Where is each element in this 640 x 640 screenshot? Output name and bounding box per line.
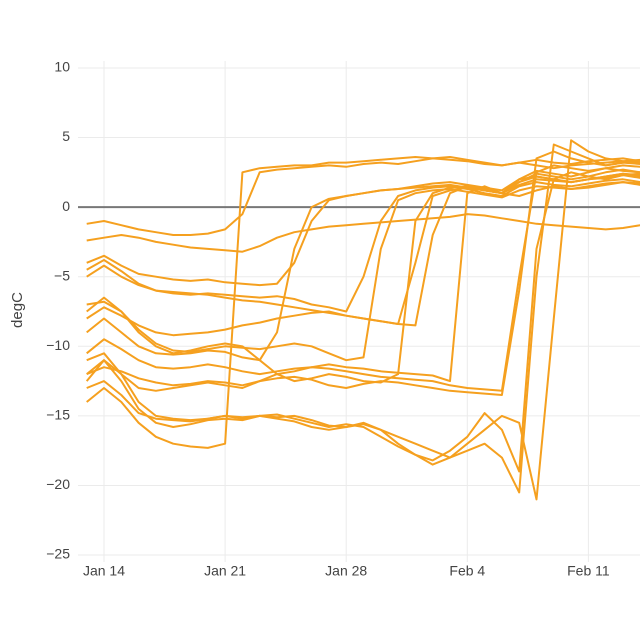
x-tick-label: Jan 14 xyxy=(83,563,125,579)
series-line xyxy=(86,213,640,253)
y-tick-label: −20 xyxy=(46,476,70,492)
y-tick-label: −15 xyxy=(46,407,70,423)
y-tick-label: 10 xyxy=(54,59,70,75)
y-tick-label: −25 xyxy=(46,546,70,562)
series-line xyxy=(86,168,640,384)
series-line xyxy=(86,164,640,392)
x-tick-label: Jan 28 xyxy=(325,563,367,579)
series-line xyxy=(86,150,640,396)
series-line xyxy=(86,172,640,337)
series-line xyxy=(86,139,640,501)
series-line xyxy=(86,181,640,362)
y-axis-label: degC xyxy=(9,292,26,328)
y-tick-label: 5 xyxy=(62,128,70,144)
x-tick-label: Jan 21 xyxy=(204,563,246,579)
series-line xyxy=(86,172,640,287)
x-tick-label: Feb 11 xyxy=(567,563,610,579)
series-line xyxy=(86,171,640,473)
series-line xyxy=(86,156,640,449)
plot-area xyxy=(85,139,640,501)
series-line xyxy=(86,143,640,494)
y-tick-label: −5 xyxy=(54,267,70,283)
series-line xyxy=(86,174,640,362)
series-line xyxy=(86,167,640,325)
y-tick-label: 0 xyxy=(62,198,70,214)
y-tick-label: −10 xyxy=(46,337,70,353)
x-tick-label: Feb 4 xyxy=(449,563,485,579)
